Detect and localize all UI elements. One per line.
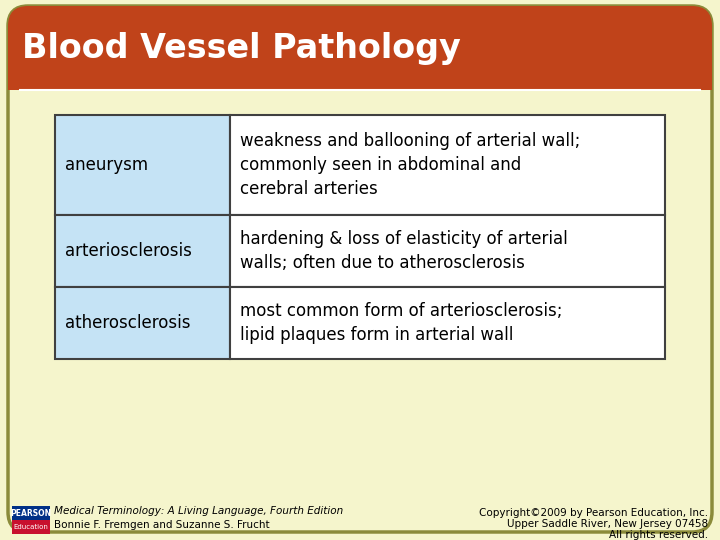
Text: Medical Terminology: A Living Language, Fourth Edition: Medical Terminology: A Living Language, … [54, 506, 343, 516]
Bar [230, 215, 665, 287]
Text: All rights reserved.: All rights reserved. [609, 530, 708, 540]
Text: PEARSON: PEARSON [10, 509, 52, 517]
Bar [55, 287, 230, 359]
Bar [230, 287, 665, 359]
Text: most common form of arteriosclerosis;
lipid plaques form in arterial wall: most common form of arteriosclerosis; li… [240, 302, 562, 344]
Bar [12, 520, 50, 534]
Text: aneurysm: aneurysm [65, 156, 148, 174]
Text: Education: Education [14, 524, 48, 530]
Bar [12, 506, 50, 520]
Text: hardening & loss of elasticity of arterial
walls; often due to atherosclerosis: hardening & loss of elasticity of arteri… [240, 230, 568, 272]
Bar [55, 215, 230, 287]
Text: arteriosclerosis: arteriosclerosis [65, 242, 192, 260]
FancyBboxPatch shape [8, 6, 712, 532]
Text: Blood Vessel Pathology: Blood Vessel Pathology [22, 32, 461, 65]
FancyBboxPatch shape [8, 6, 712, 88]
Bar [230, 115, 665, 215]
Text: Copyright©2009 by Pearson Education, Inc.: Copyright©2009 by Pearson Education, Inc… [479, 508, 708, 518]
Bar [55, 115, 230, 215]
Bar [8, 47, 712, 90]
Text: atherosclerosis: atherosclerosis [65, 314, 191, 332]
Text: weakness and ballooning of arterial wall;
commonly seen in abdominal and
cerebra: weakness and ballooning of arterial wall… [240, 132, 580, 198]
Text: Bonnie F. Fremgen and Suzanne S. Frucht: Bonnie F. Fremgen and Suzanne S. Frucht [54, 520, 269, 530]
Text: Upper Saddle River, New Jersey 07458: Upper Saddle River, New Jersey 07458 [507, 519, 708, 529]
